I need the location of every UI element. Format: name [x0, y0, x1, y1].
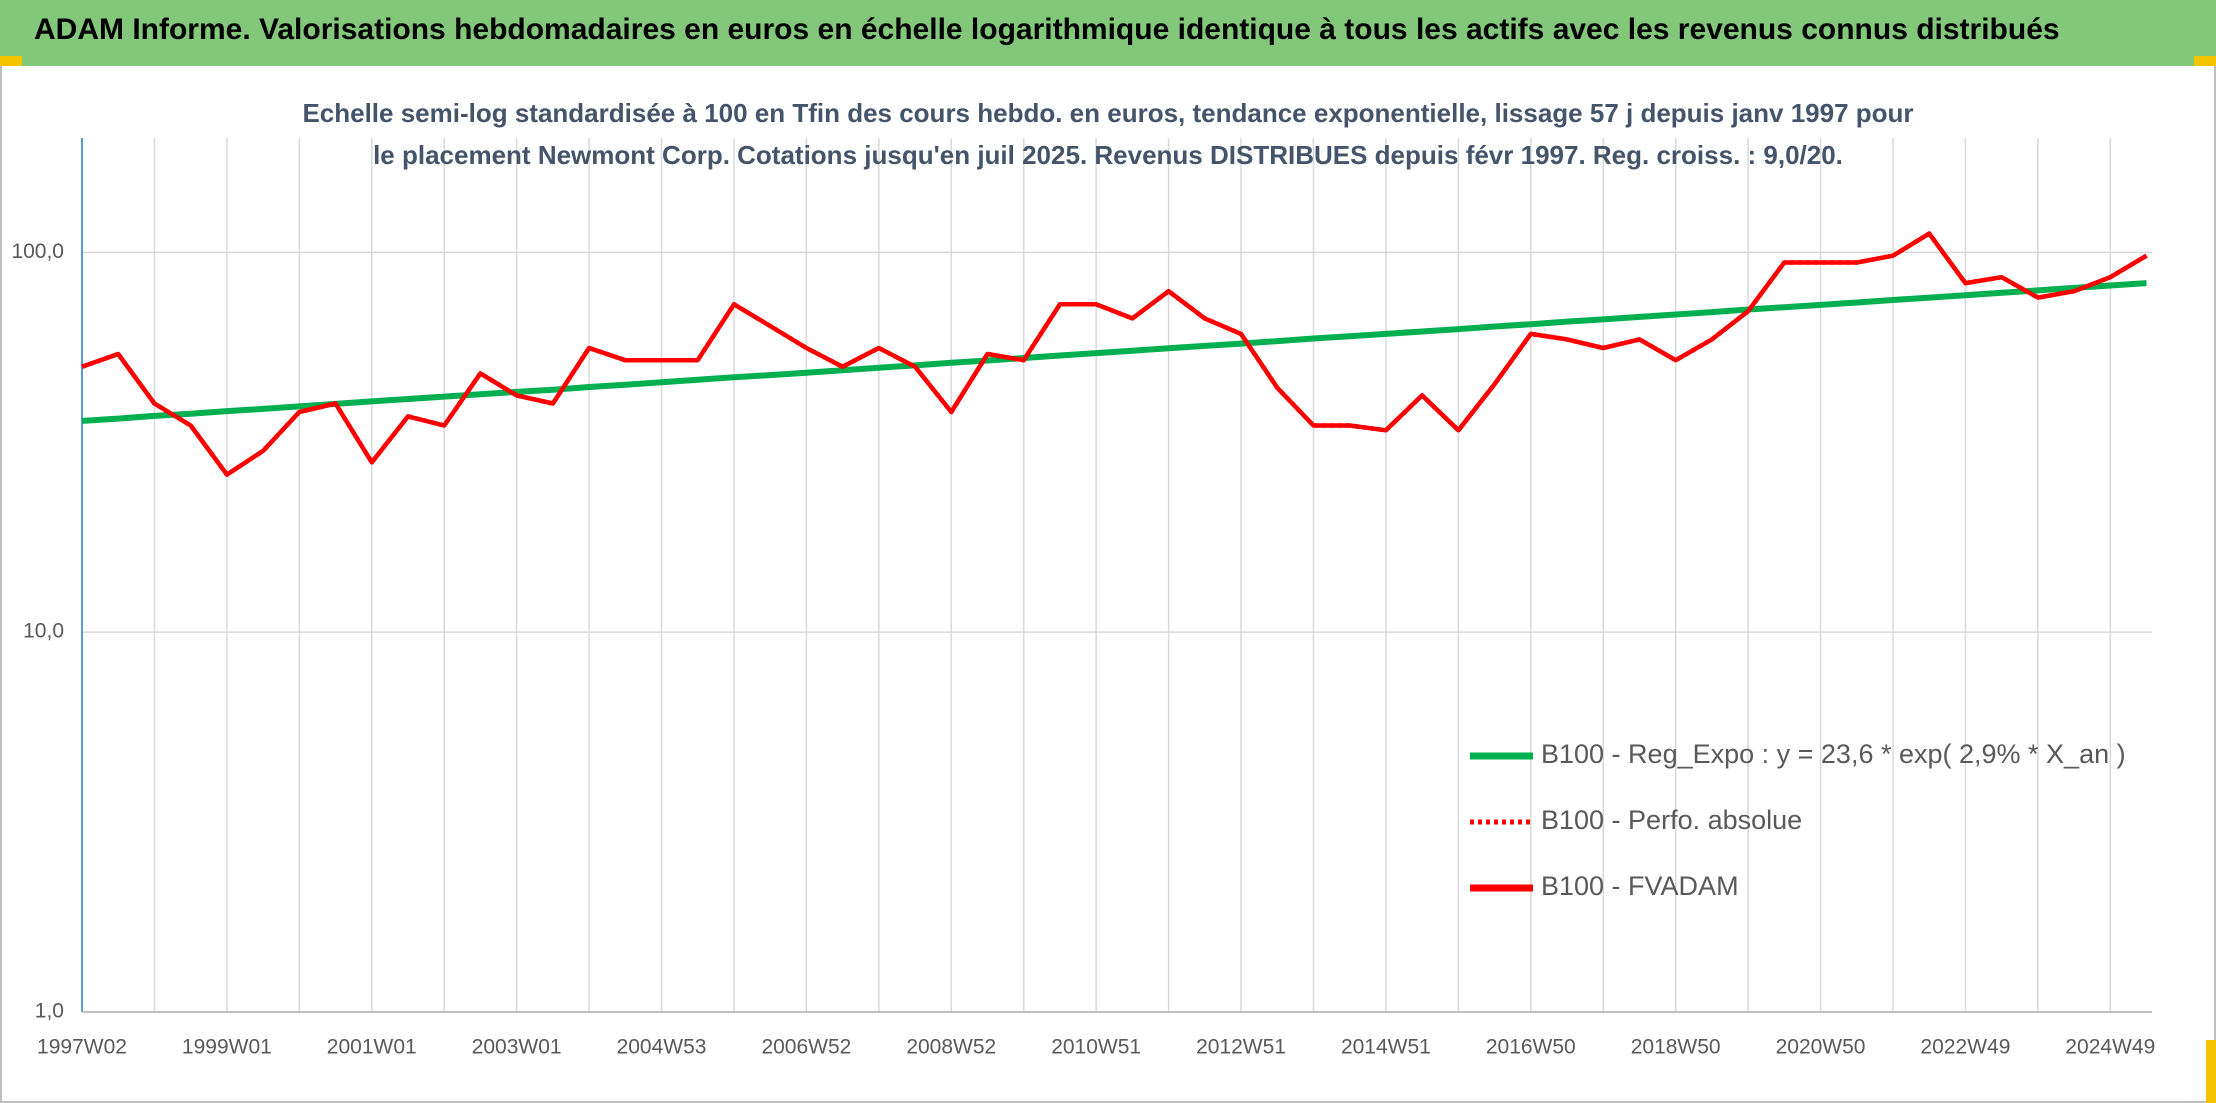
y-tick-label: 100,0: [11, 240, 64, 263]
x-tick-label: 2003W01: [472, 1036, 562, 1059]
x-tick-label: 2012W51: [1196, 1036, 1286, 1059]
header-title: ADAM Informe. Valorisations hebdomadaire…: [34, 13, 2060, 46]
x-tick-label: 2016W50: [1486, 1036, 1576, 1059]
x-tick-label: 2001W01: [327, 1036, 417, 1059]
corner-mark: [2194, 56, 2216, 66]
legend-label: B100 - FVADAM: [1541, 871, 1739, 901]
legend-label: B100 - Perfo. absolue: [1541, 805, 1802, 835]
corner-mark: [2206, 1040, 2216, 1103]
x-tick-label: 2020W50: [1776, 1036, 1866, 1059]
header-bar: [0, 0, 2216, 66]
series-line: [81, 231, 2148, 477]
y-tick-label: 10,0: [23, 620, 64, 643]
x-tick-label: 2014W51: [1341, 1036, 1431, 1059]
x-tick-label: 2024W49: [2065, 1036, 2155, 1059]
series-line: [81, 280, 2147, 424]
x-tick-label: 2018W50: [1631, 1036, 1721, 1059]
x-tick-label: 2004W53: [617, 1036, 707, 1059]
corner-mark: [0, 56, 22, 66]
x-tick-label: 2006W52: [761, 1036, 851, 1059]
legend-label: B100 - Reg_Expo : y = 23,6 * exp( 2,9% *…: [1541, 739, 2126, 769]
x-tick-label: 1999W01: [182, 1036, 272, 1059]
x-tick-label: 2008W52: [906, 1036, 996, 1059]
x-tick-label: 1997W02: [37, 1036, 127, 1059]
x-tick-label: 2010W51: [1051, 1036, 1141, 1059]
x-tick-label: 2022W49: [1920, 1036, 2010, 1059]
chart-subtitle: Echelle semi-log standardisée à 100 en T…: [302, 98, 1914, 170]
y-tick-label: 1,0: [35, 1000, 64, 1023]
